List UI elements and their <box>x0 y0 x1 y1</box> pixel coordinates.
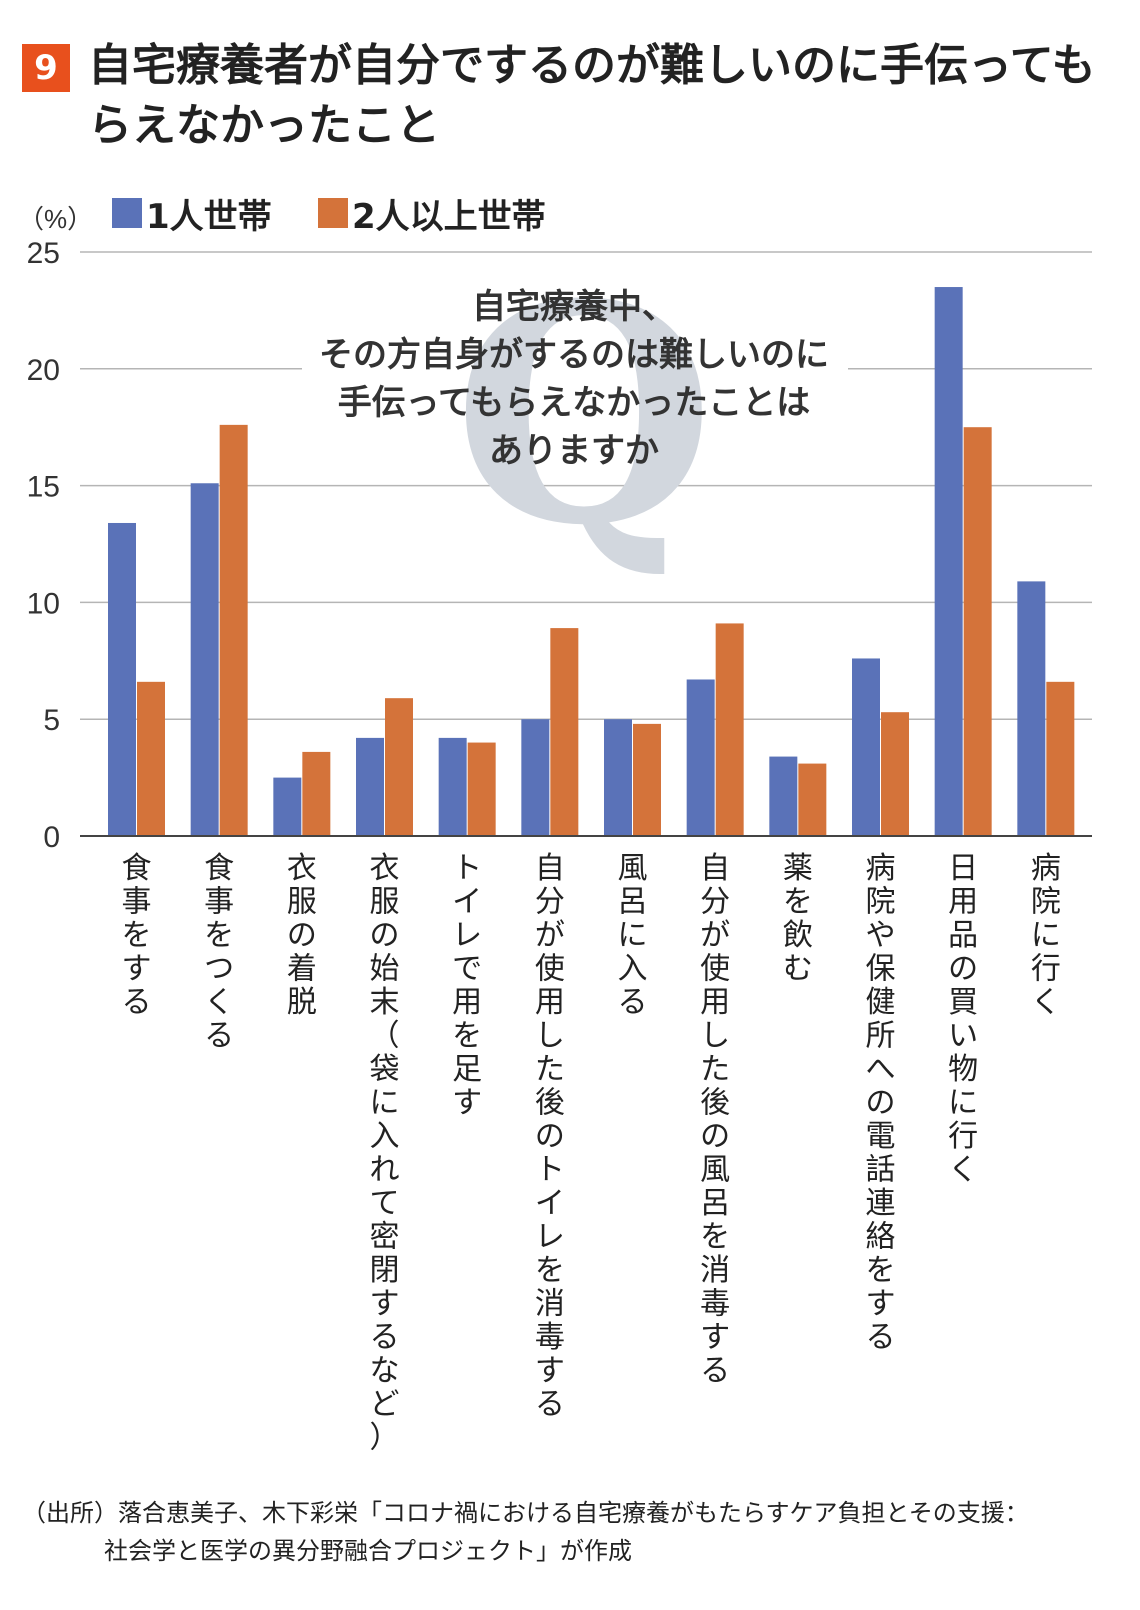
category-label: 食事をする <box>122 851 152 1020</box>
category-label: 衣服の着脱 <box>287 851 317 1020</box>
title-text: 自宅療養者が自分でするのが難しいのに手伝ってもらえなかったこと <box>88 40 1096 151</box>
category-label: 衣服の始末（袋に入れて密閉するなど） <box>370 851 400 1456</box>
bar-multi-11 <box>1046 681 1075 836</box>
bar-multi-10 <box>963 427 992 836</box>
question-q-watermark: Q <box>453 238 714 591</box>
question-line: ありますか <box>489 431 659 471</box>
question-box: Q 自宅療養中、その方自身がするのは難しいのに手伝ってもらえなかったことはありま… <box>302 238 848 591</box>
bar-single-4 <box>438 737 467 836</box>
bar-single-6 <box>604 719 632 836</box>
legend-label: 1人世帯 <box>146 197 272 237</box>
bar-single-10 <box>934 287 963 836</box>
question-backing <box>302 345 848 389</box>
bar-multi-0 <box>137 681 165 836</box>
category-label: 病院や保健所への電話連絡をする <box>866 851 896 1355</box>
category-label: 病院に行く <box>1031 851 1061 1020</box>
bar-multi-5 <box>550 628 579 836</box>
bar-multi-1 <box>219 424 248 836</box>
legend-swatch <box>318 198 348 228</box>
bar-single-11 <box>1017 581 1046 836</box>
source-line-1: （出所）落合恵美子、木下彩栄「コロナ禍における自宅療養がもたらすケア負担とその支… <box>22 1499 1029 1527</box>
bar-single-2 <box>273 777 302 836</box>
question-text: 自宅療養中、その方自身がするのは難しいのに手伝ってもらえなかったことはありますか <box>319 287 829 471</box>
category-labels: 食事をする 食事をつくる 衣服の着脱 衣服の始末（袋に入れて密閉するなど） トイレで用を… <box>122 851 1061 1456</box>
question-line: 手伝ってもらえなかったことは <box>338 383 811 423</box>
category-label: 風呂に入る <box>618 851 648 1020</box>
legend: 1人世帯 2人以上世帯 <box>112 197 546 237</box>
bar-single-3 <box>356 737 384 836</box>
axes: 0 5 10 15 20 25（%） <box>18 204 1092 854</box>
bar-chart: Q 自宅療養中、その方自身がするのは難しいのに手伝ってもらえなかったことはありま… <box>18 197 1092 1456</box>
y-axis-unit: （%） <box>18 204 93 234</box>
question-line: 自宅療養中、 <box>472 287 676 327</box>
bar-single-8 <box>769 756 798 836</box>
category-label: 自分が使用した後の風呂を消毒する <box>700 851 730 1389</box>
y-tick-label: 0 <box>43 821 60 854</box>
bar-multi-2 <box>302 751 331 836</box>
bar-single-1 <box>190 483 219 836</box>
chart-title: 9 自宅療養者が自分でするのが難しいのに手伝ってもらえなかったこと <box>22 36 1122 156</box>
bar-multi-3 <box>385 698 413 836</box>
title-number-badge: 9 <box>22 44 70 92</box>
bar-multi-7 <box>715 623 744 836</box>
bar-single-7 <box>686 679 715 836</box>
category-label: 自分が使用した後のトイレを消毒する <box>535 851 565 1422</box>
source-note: （出所）落合恵美子、木下彩栄「コロナ禍における自宅療養がもたらすケア負担とその支… <box>22 1494 1122 1570</box>
question-line: その方自身がするのは難しいのに <box>319 335 829 375</box>
legend-swatch <box>112 198 142 228</box>
y-tick-label: 10 <box>27 587 60 620</box>
legend-label: 2人以上世帯 <box>352 197 546 237</box>
bar-multi-4 <box>467 742 496 836</box>
category-label: 日用品の買い物に行く <box>948 851 978 1188</box>
y-tick-label: 5 <box>43 704 60 737</box>
category-label: 食事をつくる <box>204 851 234 1054</box>
bar-multi-8 <box>798 763 827 836</box>
bar-single-9 <box>852 658 880 836</box>
bar-single-5 <box>521 719 550 836</box>
y-tick-label: 25 <box>27 237 60 270</box>
bars <box>108 287 1075 836</box>
bar-multi-6 <box>633 723 661 836</box>
bar-multi-9 <box>881 712 909 836</box>
grid-lines <box>80 251 1092 720</box>
y-tick-label: 15 <box>27 471 60 504</box>
category-label: 薬を飲む <box>783 851 813 987</box>
category-label: トイレで用を足す <box>452 851 482 1121</box>
source-line-2: 社会学と医学の異分野融合プロジェクト」が作成 <box>104 1537 632 1565</box>
bar-single-0 <box>108 522 136 836</box>
y-tick-label: 20 <box>27 354 60 387</box>
